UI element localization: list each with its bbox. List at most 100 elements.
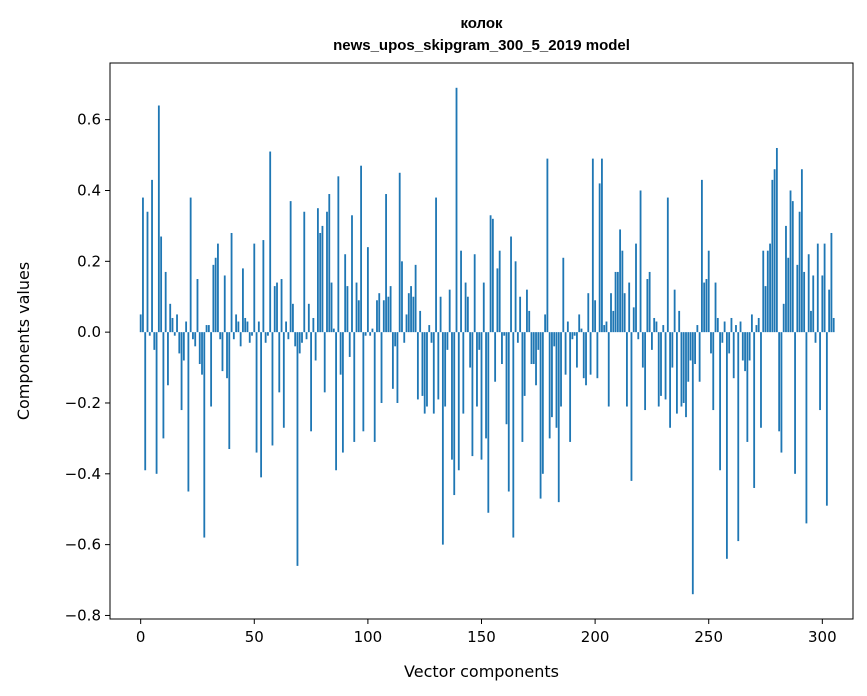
x-tick-label: 50 bbox=[245, 628, 264, 646]
y-tick-label: 0.0 bbox=[77, 323, 101, 341]
bar-component-232 bbox=[666, 197, 669, 333]
bar-component-79 bbox=[319, 232, 322, 333]
bar-component-61 bbox=[278, 332, 281, 393]
bar-component-231 bbox=[664, 332, 667, 400]
y-tick-label: −0.4 bbox=[65, 465, 101, 483]
bar-component-218 bbox=[635, 243, 637, 333]
bar-component-135 bbox=[446, 332, 449, 350]
bar-component-42 bbox=[235, 314, 238, 333]
bar-component-234 bbox=[671, 332, 674, 368]
bar-component-262 bbox=[735, 325, 737, 333]
bar-component-145 bbox=[469, 332, 472, 368]
bar-component-94 bbox=[353, 332, 356, 442]
bar-component-178 bbox=[544, 314, 547, 333]
bar-component-139 bbox=[455, 87, 458, 333]
bar-component-233 bbox=[669, 332, 671, 428]
bar-component-72 bbox=[303, 211, 306, 333]
bar-component-118 bbox=[407, 293, 410, 333]
bar-component-170 bbox=[526, 289, 528, 333]
bar-component-39 bbox=[228, 332, 231, 450]
bar-component-62 bbox=[280, 279, 283, 333]
bar-component-14 bbox=[171, 317, 174, 333]
bar-component-100 bbox=[366, 247, 369, 333]
bar-component-228 bbox=[657, 332, 660, 407]
bar-component-280 bbox=[775, 147, 778, 333]
bar-component-289 bbox=[796, 264, 799, 333]
bar-component-181 bbox=[551, 332, 553, 418]
bar-component-241 bbox=[687, 332, 690, 382]
bar-component-108 bbox=[385, 194, 387, 333]
bar-component-102 bbox=[371, 328, 374, 333]
bar-component-9 bbox=[160, 236, 163, 333]
bar-component-288 bbox=[794, 332, 796, 474]
bar-component-163 bbox=[510, 236, 512, 333]
bar-component-6 bbox=[153, 332, 156, 350]
bar-component-197 bbox=[587, 293, 590, 333]
y-axis-ticks: −0.8 −0.6 −0.4 −0.2 0.0 0.2 0.4 0.6 bbox=[65, 111, 110, 624]
bar-component-73 bbox=[305, 332, 308, 340]
bar-component-264 bbox=[739, 321, 742, 333]
y-tick-label: 0.2 bbox=[77, 252, 101, 270]
bar-component-159 bbox=[501, 332, 503, 365]
bar-component-101 bbox=[369, 332, 372, 336]
bar-component-254 bbox=[716, 317, 719, 333]
bar-component-15 bbox=[173, 332, 176, 336]
bar-component-208 bbox=[612, 310, 615, 333]
bar-component-88 bbox=[339, 332, 342, 375]
bar-component-129 bbox=[432, 332, 435, 414]
bar-component-66 bbox=[289, 201, 292, 333]
bar-component-130 bbox=[435, 197, 437, 333]
bar-component-272 bbox=[757, 317, 760, 333]
bar-component-11 bbox=[164, 271, 167, 333]
bar-component-149 bbox=[478, 332, 481, 350]
bar-component-282 bbox=[780, 332, 783, 453]
bar-component-248 bbox=[703, 282, 706, 333]
bar-component-263 bbox=[737, 332, 740, 542]
bar-component-210 bbox=[616, 271, 619, 333]
bar-component-103 bbox=[373, 332, 376, 442]
bar-component-109 bbox=[387, 296, 390, 333]
bar-component-162 bbox=[507, 332, 510, 492]
bar-component-284 bbox=[785, 225, 787, 333]
y-tick-label: −0.6 bbox=[65, 536, 101, 554]
bar-component-277 bbox=[769, 243, 771, 333]
bar-component-40 bbox=[230, 232, 233, 333]
bar-component-215 bbox=[628, 282, 631, 333]
bar-component-274 bbox=[762, 250, 765, 333]
bar-component-57 bbox=[269, 151, 272, 333]
bar-component-190 bbox=[571, 332, 574, 340]
bar-component-22 bbox=[189, 197, 192, 333]
bar-component-13 bbox=[169, 303, 172, 333]
bar-component-114 bbox=[398, 172, 401, 333]
bar-component-216 bbox=[630, 332, 633, 481]
bar-component-213 bbox=[623, 293, 626, 333]
bar-component-41 bbox=[232, 332, 235, 340]
bar-component-10 bbox=[162, 332, 165, 439]
bar-component-195 bbox=[582, 332, 585, 379]
bar-component-74 bbox=[307, 303, 310, 333]
bar-component-64 bbox=[285, 321, 287, 333]
bar-component-60 bbox=[276, 282, 278, 333]
bar-component-96 bbox=[357, 300, 360, 333]
bar-component-230 bbox=[662, 325, 665, 333]
bar-component-32 bbox=[212, 264, 215, 333]
bar-component-287 bbox=[791, 201, 794, 333]
bar-component-227 bbox=[655, 321, 658, 333]
bar-component-273 bbox=[760, 332, 762, 428]
bar-component-205 bbox=[605, 321, 608, 333]
bar-component-70 bbox=[298, 332, 301, 354]
bar-component-169 bbox=[523, 332, 526, 396]
bar-component-242 bbox=[689, 332, 692, 361]
bar-component-199 bbox=[591, 158, 594, 333]
bar-component-121 bbox=[414, 264, 417, 333]
y-tick-label: −0.2 bbox=[65, 394, 101, 412]
bar-component-86 bbox=[335, 332, 337, 471]
bar-component-133 bbox=[441, 332, 444, 545]
bar-component-268 bbox=[748, 332, 751, 361]
bar-component-107 bbox=[382, 300, 385, 333]
bar-component-185 bbox=[560, 332, 562, 407]
bar-component-55 bbox=[264, 332, 267, 343]
bar-component-126 bbox=[426, 332, 428, 407]
bar-component-275 bbox=[764, 286, 767, 333]
bar-component-240 bbox=[685, 332, 687, 418]
